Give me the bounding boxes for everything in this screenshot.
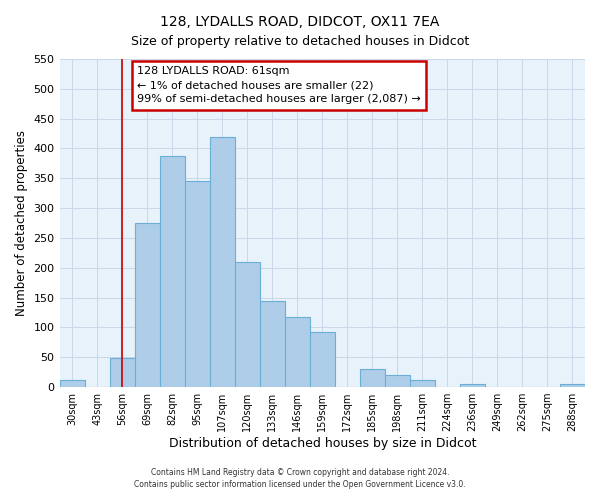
- Bar: [385, 375, 410, 387]
- Bar: [110, 358, 134, 387]
- Bar: [285, 316, 310, 387]
- Bar: [260, 300, 285, 387]
- Text: Size of property relative to detached houses in Didcot: Size of property relative to detached ho…: [131, 35, 469, 48]
- Bar: [235, 262, 260, 387]
- Bar: [310, 332, 335, 387]
- Text: 128 LYDALLS ROAD: 61sqm
← 1% of detached houses are smaller (22)
99% of semi-det: 128 LYDALLS ROAD: 61sqm ← 1% of detached…: [137, 66, 421, 104]
- Bar: [560, 384, 585, 387]
- Y-axis label: Number of detached properties: Number of detached properties: [15, 130, 28, 316]
- Bar: [185, 182, 209, 387]
- Text: 128, LYDALLS ROAD, DIDCOT, OX11 7EA: 128, LYDALLS ROAD, DIDCOT, OX11 7EA: [160, 15, 440, 29]
- Bar: [360, 369, 385, 387]
- Bar: [460, 384, 485, 387]
- Text: Contains HM Land Registry data © Crown copyright and database right 2024.
Contai: Contains HM Land Registry data © Crown c…: [134, 468, 466, 489]
- Bar: [59, 380, 85, 387]
- Bar: [209, 136, 235, 387]
- Bar: [410, 380, 435, 387]
- Bar: [134, 223, 160, 387]
- Bar: [160, 156, 185, 387]
- X-axis label: Distribution of detached houses by size in Didcot: Distribution of detached houses by size …: [169, 437, 476, 450]
